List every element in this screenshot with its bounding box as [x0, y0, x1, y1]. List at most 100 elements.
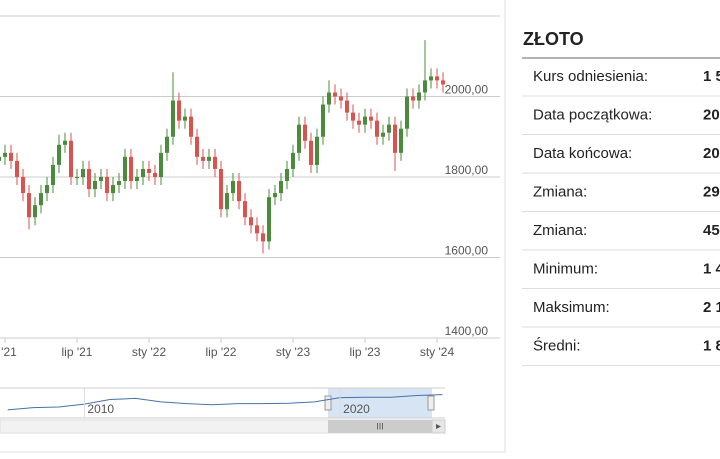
candle-body [93, 181, 97, 190]
scrollbar-thumb[interactable] [328, 420, 432, 433]
candle-body [405, 96, 409, 129]
row-value: 45 [703, 222, 720, 239]
candle-body [249, 217, 253, 226]
navigator-handle[interactable] [427, 395, 435, 411]
row-label: Kurs odniesienia: [533, 68, 648, 85]
row-label: Minimum: [533, 260, 598, 277]
x-tick-label: sty '22 [132, 345, 167, 359]
y-tick-label: 1800,00 [445, 163, 489, 177]
row-label: Zmiana: [533, 222, 587, 239]
x-tick-label: sty '24 [420, 345, 455, 359]
x-tick-label: lip '23 [350, 345, 381, 359]
candle-body [333, 92, 337, 97]
row-value: 1 8 [703, 337, 720, 354]
candle-body [345, 100, 349, 113]
scrollbar-arrow-icon [436, 424, 441, 429]
candle-body [165, 136, 169, 153]
candle-body [393, 124, 397, 153]
candle-body [381, 132, 385, 137]
candle-body [201, 156, 205, 161]
row-value: 20 [703, 106, 720, 123]
row-value: 20 [703, 145, 720, 162]
candle-body [225, 193, 229, 210]
candle-body [63, 140, 67, 145]
candle-body [213, 156, 217, 169]
candle-body [411, 96, 415, 101]
candle-body [39, 193, 43, 206]
candle-body [21, 177, 25, 194]
candle-body [27, 193, 31, 218]
candle-body [369, 116, 373, 121]
candle-body [51, 164, 55, 186]
row-label: Data początkowa: [533, 106, 652, 123]
candle-body [15, 160, 19, 177]
y-tick-label: 1600,00 [445, 244, 489, 258]
candle-body [309, 140, 313, 165]
x-tick-label: lip '22 [206, 345, 237, 359]
candle-body [339, 96, 343, 101]
candle-body [363, 116, 367, 125]
candle-body [231, 181, 235, 194]
candle-body [195, 136, 199, 157]
y-tick-label: 1400,00 [445, 324, 489, 338]
x-tick-label: '21 [1, 345, 17, 359]
candle-body [3, 152, 7, 157]
candle-body [129, 156, 133, 182]
row-label: Średni: [533, 336, 581, 354]
candle-body [429, 76, 433, 81]
candle-body [141, 168, 145, 177]
candle-body [291, 152, 295, 169]
candle-body [117, 181, 121, 186]
candle-body [261, 233, 265, 242]
candle-body [81, 168, 85, 177]
candle-body [69, 140, 73, 177]
candle-body [9, 152, 13, 161]
candle-body [123, 156, 127, 182]
row-value: 2 1 [703, 299, 720, 316]
candle-body [0, 156, 1, 161]
candle-body [273, 193, 277, 198]
row-value: 1 4 [703, 260, 720, 277]
candle-body [177, 100, 181, 121]
candle-body [147, 168, 151, 173]
row-label: Maksimum: [533, 299, 610, 316]
candle-body [135, 177, 139, 182]
navigator-handle[interactable] [324, 395, 332, 411]
navigator-tick-label: 2020 [343, 402, 370, 416]
panel-title: ZŁOTO [523, 29, 584, 49]
candle-body [57, 144, 61, 165]
candle-body [255, 225, 259, 234]
x-tick-label: sty '23 [276, 345, 311, 359]
candle-body [357, 120, 361, 125]
candle-body [171, 100, 175, 137]
x-tick-label: lip '21 [62, 345, 93, 359]
candle-body [423, 80, 427, 93]
candle-body [267, 197, 271, 242]
candle-body [435, 76, 439, 81]
candle-body [303, 124, 307, 141]
candle-body [351, 112, 355, 121]
row-label: Zmiana: [533, 183, 587, 200]
candle-body [417, 92, 421, 101]
candle-body [159, 152, 163, 177]
candle-body [375, 120, 379, 137]
candle-body [75, 177, 79, 178]
candle-body [285, 168, 289, 182]
candle-body [243, 201, 247, 218]
candle-body [105, 177, 109, 194]
candle-body [183, 116, 187, 121]
candle-body [237, 181, 241, 202]
candle-body [399, 128, 403, 153]
navigator-selection[interactable] [328, 388, 432, 418]
candle-body [189, 116, 193, 137]
row-value: 1 5 [703, 68, 720, 85]
candle-body [153, 172, 157, 177]
scrollbar-grip: III [376, 421, 384, 431]
row-label: Data końcowa: [533, 145, 632, 162]
y-tick-label: 2000,00 [445, 83, 489, 97]
candle-body [45, 185, 49, 194]
chart-frame [0, 0, 505, 452]
row-value: 29 [703, 183, 720, 200]
candle-body [111, 185, 115, 194]
candle-body [87, 168, 91, 190]
